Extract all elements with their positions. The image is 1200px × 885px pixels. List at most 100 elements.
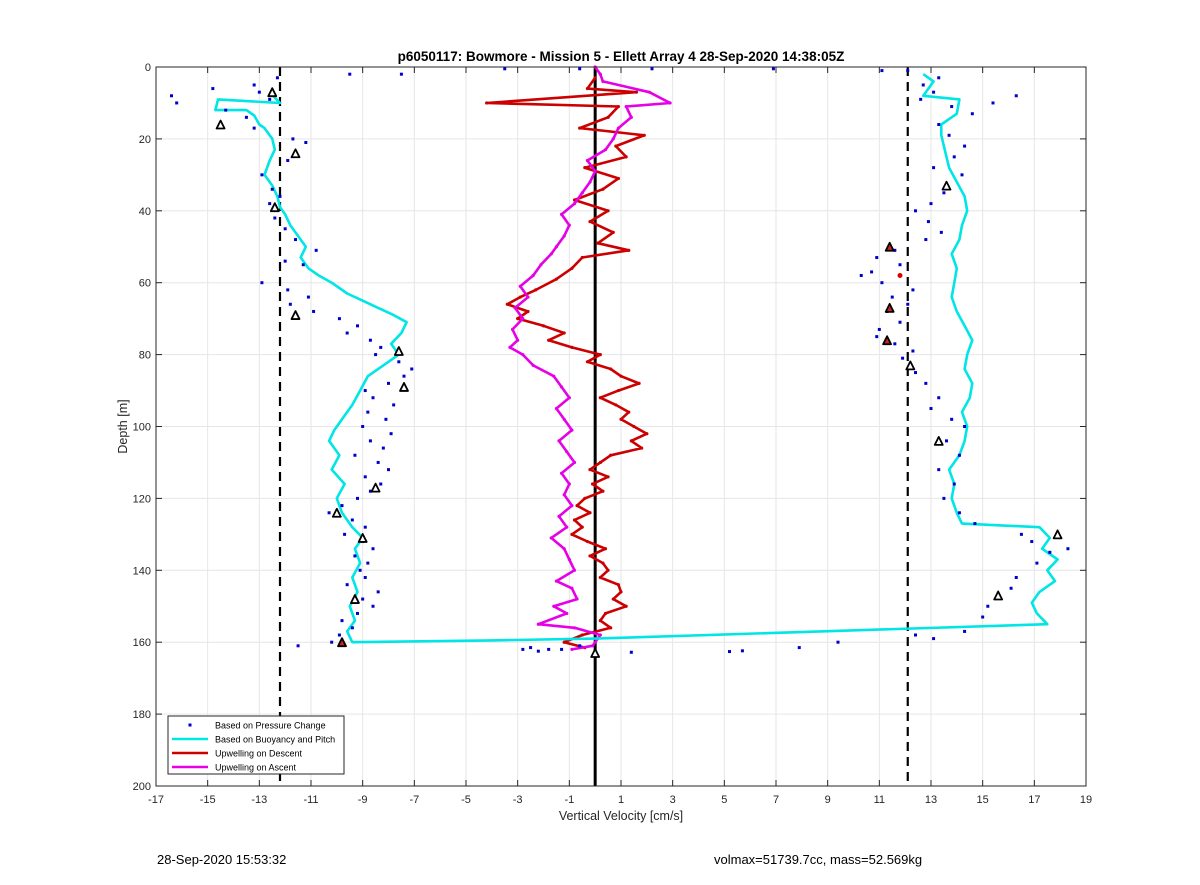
series-point xyxy=(562,417,566,421)
y-axis-label: Depth [m] xyxy=(116,399,130,453)
pressure-dot xyxy=(890,295,894,299)
triangle-marker xyxy=(215,119,226,130)
series-point xyxy=(606,568,610,572)
series-point xyxy=(611,137,615,141)
series-point xyxy=(601,79,605,83)
series-point xyxy=(572,568,577,572)
pressure-dot xyxy=(911,349,915,353)
y-tick-label: 160 xyxy=(133,637,151,649)
series-point xyxy=(585,360,590,364)
series-point xyxy=(539,263,543,267)
pressure-dot xyxy=(260,173,264,177)
series-point xyxy=(580,525,584,529)
pressure-dot xyxy=(368,489,372,493)
pressure-dot xyxy=(286,288,290,292)
series-point xyxy=(536,622,540,626)
pressure-dot xyxy=(914,209,917,213)
series-point xyxy=(598,396,602,400)
series-point xyxy=(534,288,538,292)
pressure-dot xyxy=(314,248,318,252)
pressure-dot xyxy=(893,342,897,346)
series-point xyxy=(562,493,566,497)
series-point xyxy=(598,460,602,465)
pressure-dot xyxy=(345,583,349,587)
series-point xyxy=(549,252,553,256)
pressure-dot xyxy=(224,108,228,112)
series-point xyxy=(624,104,628,109)
pressure-dot xyxy=(296,644,300,648)
pressure-dot xyxy=(937,468,941,472)
series-point xyxy=(619,590,623,594)
pressure-dot xyxy=(211,87,215,91)
pressure-dot xyxy=(740,649,744,653)
pressure-dot xyxy=(363,525,367,529)
series-point xyxy=(554,579,559,583)
pressure-dot xyxy=(402,374,406,378)
pressure-dot xyxy=(376,460,380,464)
pressure-dot xyxy=(374,353,378,357)
series-point xyxy=(485,101,489,105)
pressure-dot xyxy=(345,331,349,335)
x-tick-label: -17 xyxy=(148,794,164,806)
triangle-marker xyxy=(337,637,347,648)
series-point xyxy=(614,144,618,148)
series-point xyxy=(562,234,566,238)
pressure-dot xyxy=(363,475,367,479)
pressure-dot xyxy=(929,202,933,206)
series-point xyxy=(559,471,564,475)
series-point xyxy=(616,388,621,393)
pressure-dot xyxy=(361,425,365,428)
series-point xyxy=(565,525,569,529)
series-point xyxy=(598,575,602,580)
series-point xyxy=(562,331,566,335)
footer-vehicle-info: volmax=51739.7cc, mass=52.569kg xyxy=(714,852,923,867)
series-point xyxy=(580,191,584,195)
series-point xyxy=(603,611,608,616)
triangle-marker xyxy=(399,382,409,392)
pressure-dot xyxy=(273,216,277,220)
pressure-dot xyxy=(973,522,977,526)
series-point xyxy=(567,482,571,486)
pressure-dot xyxy=(560,647,564,651)
series-point xyxy=(590,644,595,648)
pressure-dot xyxy=(836,640,840,644)
pressure-dot xyxy=(376,590,380,594)
series-point xyxy=(516,317,520,321)
series-point xyxy=(624,155,628,159)
pressure-dot xyxy=(870,270,874,274)
pressure-dot xyxy=(170,94,173,98)
pressure-dot xyxy=(371,547,375,551)
series-line xyxy=(214,73,1059,644)
series-point xyxy=(565,611,569,616)
series-point xyxy=(598,72,602,76)
reference-lines xyxy=(278,67,909,786)
pressure-dot xyxy=(410,367,414,371)
pressure-dot xyxy=(877,327,881,331)
series-point xyxy=(601,489,605,493)
pressure-dot xyxy=(919,97,923,101)
series-point xyxy=(583,166,587,170)
pressure-dot xyxy=(932,90,936,94)
y-tick-label: 120 xyxy=(133,493,151,505)
pressure-dot xyxy=(942,496,946,500)
series-point xyxy=(510,327,515,332)
triangle-marker xyxy=(357,533,368,543)
pressure-dot xyxy=(389,432,393,436)
series-point xyxy=(629,115,633,119)
series-point xyxy=(585,86,590,91)
x-tick-label: 15 xyxy=(977,794,989,806)
series-point xyxy=(541,324,546,328)
pressure-dot xyxy=(379,345,383,349)
series-point xyxy=(531,363,535,367)
series-point xyxy=(578,126,582,130)
pressure-dot xyxy=(268,202,272,206)
triangle-marker xyxy=(993,590,1004,601)
pressure-dot xyxy=(330,640,334,644)
pressure-dot xyxy=(929,407,933,411)
series-point xyxy=(513,306,517,310)
series-point xyxy=(619,374,623,378)
series-point xyxy=(624,604,628,608)
pressure-dot xyxy=(529,646,533,650)
pressure-dot xyxy=(547,647,551,651)
pressure-dot xyxy=(797,646,801,650)
